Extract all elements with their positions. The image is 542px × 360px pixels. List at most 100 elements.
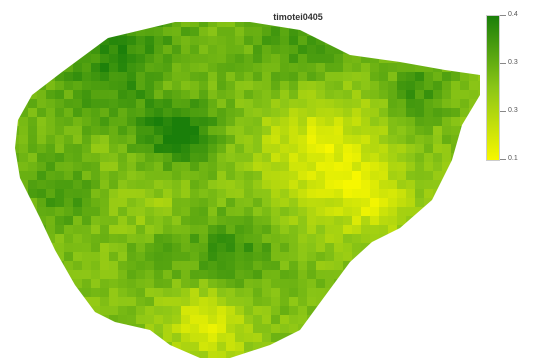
raster-cell bbox=[298, 117, 307, 126]
raster-cell bbox=[388, 153, 397, 162]
raster-cell bbox=[478, 306, 480, 315]
raster-cell bbox=[262, 180, 271, 189]
raster-cell bbox=[127, 171, 136, 180]
raster-cell bbox=[334, 126, 343, 135]
raster-cell bbox=[127, 90, 136, 99]
raster-cell bbox=[19, 135, 28, 144]
raster-cell bbox=[55, 90, 64, 99]
raster-cell bbox=[91, 180, 100, 189]
raster-cell bbox=[307, 144, 316, 153]
raster-cell bbox=[361, 270, 370, 279]
raster-cell bbox=[46, 99, 55, 108]
raster-cell bbox=[361, 297, 370, 306]
raster-cell bbox=[397, 315, 406, 324]
raster-cell bbox=[478, 342, 480, 351]
raster-cell bbox=[298, 72, 307, 81]
raster-cell bbox=[73, 234, 82, 243]
raster-cell bbox=[397, 252, 406, 261]
raster-cell bbox=[46, 297, 55, 306]
raster-cell bbox=[55, 171, 64, 180]
raster-cell bbox=[64, 288, 73, 297]
raster-cell bbox=[370, 126, 379, 135]
raster-cell bbox=[379, 36, 388, 45]
raster-cell bbox=[397, 216, 406, 225]
raster-cell bbox=[226, 27, 235, 36]
raster-cell bbox=[451, 135, 460, 144]
raster-cell bbox=[298, 279, 307, 288]
raster-cell bbox=[37, 90, 46, 99]
raster-cell bbox=[442, 45, 451, 54]
raster-cell bbox=[280, 234, 289, 243]
raster-cell bbox=[199, 144, 208, 153]
raster-cell bbox=[289, 333, 298, 342]
raster-cell bbox=[145, 189, 154, 198]
raster-cell bbox=[28, 333, 37, 342]
raster-cell bbox=[15, 81, 19, 90]
raster-cell bbox=[15, 45, 19, 54]
raster-cell bbox=[145, 288, 154, 297]
raster-cell bbox=[73, 261, 82, 270]
raster-cell bbox=[199, 81, 208, 90]
raster-cell bbox=[478, 207, 480, 216]
raster-cell bbox=[280, 162, 289, 171]
raster-cell bbox=[19, 261, 28, 270]
raster-cell bbox=[307, 54, 316, 63]
raster-cell bbox=[109, 180, 118, 189]
raster-cell bbox=[433, 54, 442, 63]
raster-cell bbox=[190, 279, 199, 288]
raster-cell bbox=[172, 315, 181, 324]
raster-cell bbox=[127, 351, 136, 358]
raster-cell bbox=[352, 63, 361, 72]
raster-cell bbox=[280, 63, 289, 72]
raster-cell bbox=[19, 225, 28, 234]
raster-cell bbox=[343, 225, 352, 234]
raster-cell bbox=[91, 126, 100, 135]
raster-cell bbox=[424, 333, 433, 342]
raster-cell bbox=[289, 126, 298, 135]
raster-cell bbox=[190, 198, 199, 207]
raster-cell bbox=[208, 252, 217, 261]
raster-cell bbox=[208, 324, 217, 333]
raster-cell bbox=[280, 144, 289, 153]
raster-cell bbox=[424, 342, 433, 351]
raster-cell bbox=[379, 207, 388, 216]
raster-cell bbox=[298, 22, 307, 27]
raster-cell bbox=[253, 45, 262, 54]
raster-cell bbox=[361, 72, 370, 81]
raster-cell bbox=[136, 342, 145, 351]
raster-cell bbox=[235, 198, 244, 207]
raster-cell bbox=[451, 189, 460, 198]
raster-cell bbox=[100, 171, 109, 180]
raster-cell bbox=[262, 198, 271, 207]
raster-cell bbox=[55, 22, 64, 27]
raster-cell bbox=[55, 189, 64, 198]
raster-cell bbox=[280, 45, 289, 54]
raster-cell bbox=[55, 63, 64, 72]
raster-cell bbox=[73, 90, 82, 99]
raster-cell bbox=[460, 171, 469, 180]
raster-cell bbox=[307, 72, 316, 81]
raster-cell bbox=[469, 324, 478, 333]
raster-cell bbox=[370, 324, 379, 333]
raster-cell bbox=[91, 162, 100, 171]
raster-cell bbox=[73, 333, 82, 342]
raster-cell bbox=[271, 144, 280, 153]
raster-cell bbox=[163, 180, 172, 189]
raster-cell bbox=[172, 297, 181, 306]
raster-cell bbox=[388, 81, 397, 90]
raster-cell bbox=[37, 27, 46, 36]
raster-cell bbox=[127, 36, 136, 45]
raster-cell bbox=[19, 270, 28, 279]
raster-cell bbox=[154, 72, 163, 81]
raster-cell bbox=[82, 90, 91, 99]
raster-cell bbox=[325, 243, 334, 252]
raster-cell bbox=[442, 27, 451, 36]
raster-cell bbox=[55, 216, 64, 225]
raster-cell bbox=[190, 72, 199, 81]
raster-cell bbox=[109, 144, 118, 153]
raster-cell bbox=[109, 261, 118, 270]
raster-cell bbox=[334, 198, 343, 207]
raster-cell bbox=[64, 261, 73, 270]
raster-cell bbox=[226, 135, 235, 144]
raster-cell bbox=[127, 27, 136, 36]
